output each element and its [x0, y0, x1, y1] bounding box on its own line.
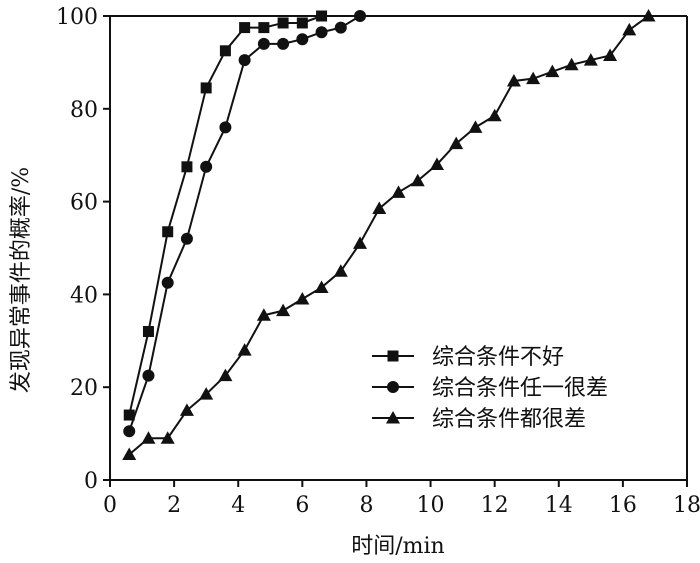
series-triangle: [122, 9, 656, 460]
data-point-triangle: [583, 53, 598, 66]
data-point-circle: [334, 21, 347, 34]
data-point-triangle: [468, 120, 483, 133]
axes: 0 2 4 6 8 10 12 14 16 18 0 20 40 60 80 100: [56, 5, 700, 518]
data-point-circle: [219, 121, 232, 134]
data-point-triangle: [391, 185, 406, 198]
data-point-triangle: [603, 48, 618, 61]
legend-entry-circle: 综合条件任一很差: [372, 376, 608, 401]
data-point-square: [219, 45, 231, 57]
data-point-triangle: [506, 73, 521, 87]
data-point-triangle: [564, 57, 579, 71]
data-point-triangle: [256, 308, 271, 321]
x-tick-label: 16: [609, 493, 637, 518]
x-tick-label: 10: [417, 493, 445, 518]
data-point-square: [142, 326, 154, 338]
series-circle: [123, 10, 367, 438]
data-point-triangle: [314, 280, 329, 293]
data-point-triangle: [122, 447, 137, 460]
y-tick-label: 20: [70, 376, 98, 401]
data-point-triangle: [237, 343, 252, 356]
y-tick-label: 60: [70, 191, 98, 216]
data-point-triangle: [622, 22, 637, 36]
data-point-triangle: [449, 136, 464, 150]
data-point-square: [123, 409, 135, 421]
data-point-square: [239, 22, 251, 34]
data-point-circle: [257, 37, 270, 50]
data-point-square: [296, 17, 308, 29]
data-point-square: [200, 82, 212, 94]
legend-marker-circle: [387, 381, 399, 393]
data-point-triangle: [353, 236, 368, 249]
x-tick-label: 8: [359, 493, 373, 518]
data-point-triangle: [545, 64, 560, 78]
legend-marker-triangle: [386, 411, 400, 424]
data-point-circle: [315, 26, 328, 39]
data-point-square: [277, 17, 289, 29]
data-point-square: [316, 10, 328, 22]
data-point-square: [258, 22, 270, 34]
data-point-circle: [238, 54, 251, 67]
x-tick-label: 2: [167, 493, 181, 518]
series-line-circle: [128, 15, 361, 432]
legend-marker-square: [387, 350, 399, 362]
data-point-triangle: [218, 368, 233, 382]
y-tick-label: 80: [70, 98, 98, 123]
data-point-circle: [200, 160, 213, 173]
data-point-square: [162, 226, 174, 238]
data-point-circle: [277, 37, 290, 50]
y-tick-label: 0: [84, 469, 98, 494]
data-point-triangle: [333, 264, 348, 277]
data-point-square: [181, 161, 193, 173]
data-point-triangle: [179, 403, 194, 416]
x-tick-label: 4: [231, 493, 245, 518]
legend-label: 综合条件任一很差: [432, 376, 608, 401]
series-line-square: [128, 15, 322, 416]
data-point-circle: [296, 33, 309, 46]
data-point-triangle: [487, 108, 502, 122]
legend-entry-triangle: 综合条件都很差: [372, 407, 586, 432]
x-axis-label: 时间/min: [351, 534, 444, 559]
data-point-circle: [161, 276, 174, 289]
data-point-triangle: [410, 173, 425, 187]
x-tick-label: 6: [295, 493, 309, 518]
data-point-triangle: [295, 292, 310, 305]
data-point-circle: [354, 10, 367, 22]
series-line-triangle: [128, 15, 650, 456]
legend-label: 综合条件不好: [432, 345, 564, 370]
y-tick-label: 40: [70, 283, 98, 308]
data-point-triangle: [641, 9, 656, 22]
data-point-circle: [123, 425, 136, 438]
x-tick-label: 12: [481, 493, 509, 518]
y-tick-label: 100: [56, 5, 98, 30]
data-point-triangle: [372, 201, 387, 215]
data-point-circle: [180, 232, 193, 245]
data-point-triangle: [276, 303, 291, 317]
legend-label: 综合条件都很差: [432, 407, 586, 432]
legend-entry-square: 综合条件不好: [372, 345, 564, 370]
series-layer: [122, 9, 656, 460]
y-axis-label: 发现异常事件的概率/%: [9, 167, 34, 393]
data-point-triangle: [141, 431, 156, 444]
x-tick-label: 0: [103, 493, 117, 518]
data-point-triangle: [429, 157, 444, 170]
x-tick-label: 14: [545, 493, 573, 518]
x-tick-label: 18: [673, 493, 700, 518]
data-point-triangle: [160, 431, 175, 444]
data-point-triangle: [199, 387, 214, 400]
series-square: [123, 10, 328, 421]
data-point-triangle: [526, 71, 541, 85]
data-point-circle: [142, 369, 155, 382]
